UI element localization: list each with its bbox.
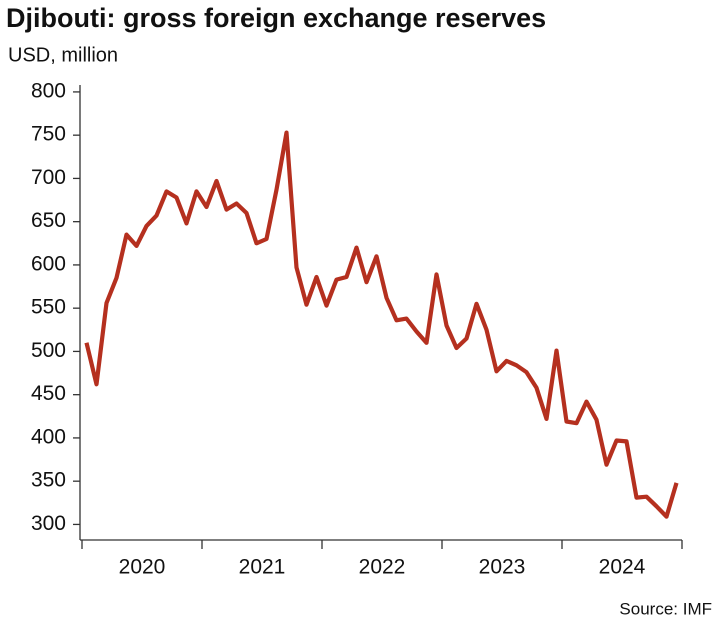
- y-tick-label: 700: [31, 166, 66, 189]
- data-line: [84, 130, 679, 519]
- y-tick-label: 500: [31, 339, 66, 362]
- x-tick-label: 2022: [359, 556, 406, 579]
- x-tick-label: 2024: [599, 556, 646, 579]
- y-tick-label: 350: [31, 469, 66, 492]
- y-tick-label: 600: [31, 252, 66, 275]
- y-tick-label: 450: [31, 382, 66, 405]
- y-axis-label: USD, million: [8, 44, 118, 66]
- y-tick-label: 800: [31, 79, 66, 102]
- y-tick-label: 750: [31, 123, 66, 146]
- x-tick-label: 2020: [119, 556, 166, 579]
- chart-title: Djibouti: gross foreign exchange reserve…: [6, 3, 546, 33]
- y-tick-label: 650: [31, 209, 66, 232]
- x-tick-label: 2023: [479, 556, 526, 579]
- x-tick-label: 2021: [239, 556, 286, 579]
- y-tick-label: 300: [31, 512, 66, 535]
- source: Source: IMF: [619, 599, 712, 618]
- y-tick-label: 550: [31, 296, 66, 319]
- y-tick-label: 400: [31, 425, 66, 448]
